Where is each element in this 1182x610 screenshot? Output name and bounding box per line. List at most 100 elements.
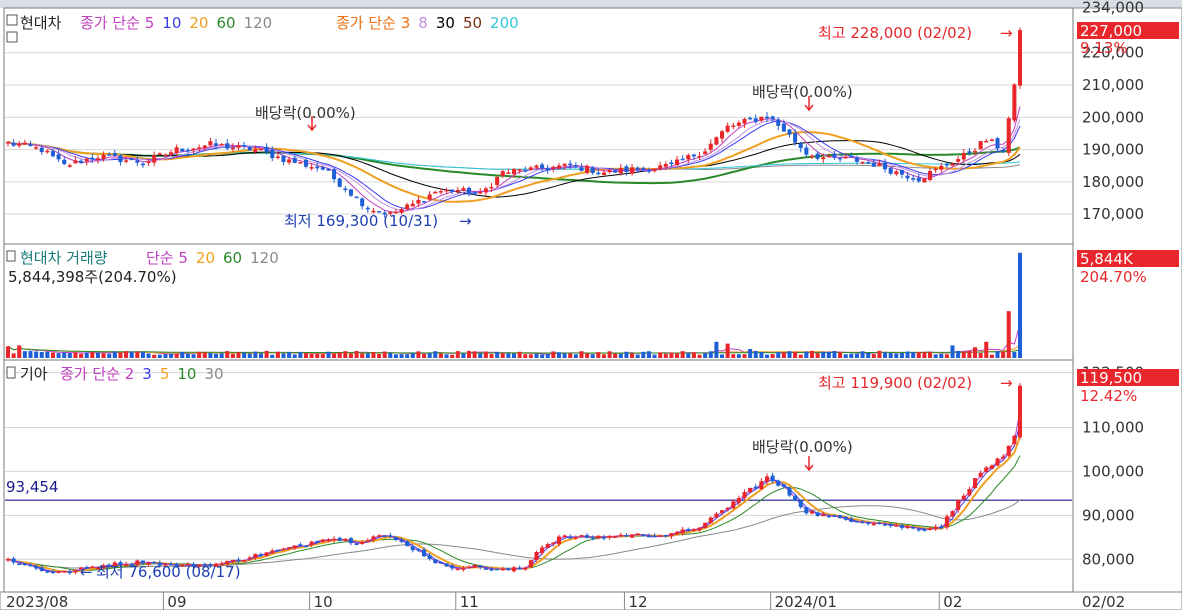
candle-body <box>197 564 202 567</box>
candle-body <box>967 151 972 154</box>
volume-bar <box>236 352 241 358</box>
candle-body <box>309 167 314 169</box>
candle-body <box>849 155 854 158</box>
kia-panel-frame[interactable] <box>3 359 1074 593</box>
candle-body <box>568 163 573 166</box>
candle-body <box>500 171 505 176</box>
volume-panel-title: 현대차 거래량 <box>20 249 108 267</box>
candle-body <box>989 465 994 469</box>
volume-bar <box>365 353 370 358</box>
candle-body <box>225 143 230 149</box>
candle-body <box>399 209 404 213</box>
candle-body <box>691 154 696 157</box>
candle-body <box>579 167 584 171</box>
volume-bar <box>495 351 500 358</box>
volume-bar <box>427 353 432 358</box>
volume-bar <box>377 353 382 358</box>
volume-bar <box>809 350 815 358</box>
candle-body <box>511 567 517 572</box>
kia-ma-legend: 종가 단순 2 3 5 10 30 <box>60 365 224 383</box>
candle-body <box>303 545 309 548</box>
candle-body <box>410 546 415 551</box>
price-tick-label: 80,000 <box>1082 550 1135 568</box>
volume-tag-box <box>1077 250 1179 267</box>
candle-body <box>551 542 556 545</box>
candle-body <box>129 564 134 566</box>
candle-body <box>22 142 27 145</box>
candle-body <box>916 177 921 182</box>
kia-high-annotation: 최고 119,900 (02/02) <box>818 374 972 392</box>
candle-body <box>933 526 938 529</box>
panel-toggle-icon[interactable] <box>6 366 16 379</box>
volume-bar <box>343 351 348 358</box>
candle-body <box>854 158 859 162</box>
candle-body <box>731 125 736 127</box>
panel-settings-icon[interactable] <box>6 31 18 43</box>
candle-body <box>911 527 916 529</box>
volume-bar <box>725 343 730 358</box>
volume-bar <box>933 354 938 358</box>
volume-bar <box>309 353 314 358</box>
volume-bar <box>793 351 798 358</box>
candle-body <box>686 155 691 160</box>
volume-panel-legend: 현대차 거래량 단순 5 20 60 120 5,844,398주(204.70%) <box>6 249 279 286</box>
candle-body <box>213 143 219 146</box>
candle-body <box>410 203 415 207</box>
volume-bar <box>1006 311 1011 358</box>
candle-body <box>860 161 865 164</box>
panel-toggle-icon[interactable] <box>6 250 16 262</box>
candle-body <box>883 524 888 526</box>
volume-bar <box>528 354 533 358</box>
volume-bar <box>230 353 235 358</box>
candle-body <box>157 153 162 155</box>
candle-body <box>877 522 882 525</box>
volume-bar <box>422 353 427 358</box>
candle-body <box>320 539 325 542</box>
volume-bar <box>759 352 764 358</box>
candle-body <box>714 513 719 518</box>
candle-body <box>928 171 933 181</box>
volume-tag: 5,844K 204.70% <box>1077 250 1179 286</box>
volume-bar <box>776 352 781 358</box>
candle-body <box>39 147 44 153</box>
price-tick-label: 220,000 <box>1082 44 1144 62</box>
candle-body <box>360 198 365 207</box>
candle-body <box>298 544 303 546</box>
volume-bar <box>388 353 393 358</box>
candle-body <box>866 522 871 525</box>
candle-body <box>320 167 325 170</box>
volume-bar <box>748 349 753 358</box>
price-tick-label: 170,000 <box>1082 205 1144 223</box>
candle-body <box>185 149 190 152</box>
candle-body <box>928 528 933 530</box>
volume-bar <box>62 352 67 358</box>
candle-body <box>382 212 387 215</box>
volume-bar <box>877 350 882 358</box>
candle-body <box>821 514 826 517</box>
candle-body <box>787 129 792 135</box>
volume-bar <box>899 352 904 358</box>
candle-body <box>826 155 831 158</box>
candle-body <box>270 149 275 159</box>
dividend-marker-icon <box>307 116 317 132</box>
volume-bar <box>1017 252 1023 358</box>
panel-toggle-icon[interactable] <box>6 14 18 26</box>
candle-body <box>691 529 696 531</box>
candle-body <box>618 168 623 174</box>
candle-body <box>73 569 78 573</box>
candle-body <box>62 159 67 165</box>
candle-body <box>438 191 443 193</box>
candle-body <box>1001 150 1006 152</box>
candle-body <box>731 501 736 509</box>
candle-body <box>28 144 33 147</box>
price-tick-label: 100,000 <box>1082 462 1144 480</box>
volume-bar <box>28 350 33 358</box>
candle-body <box>95 158 100 160</box>
volume-bar <box>258 353 264 358</box>
candle-body <box>478 565 483 568</box>
candle-body <box>911 178 916 180</box>
candle-body <box>219 144 224 146</box>
date-tick-label: 2023/08 <box>6 593 68 610</box>
